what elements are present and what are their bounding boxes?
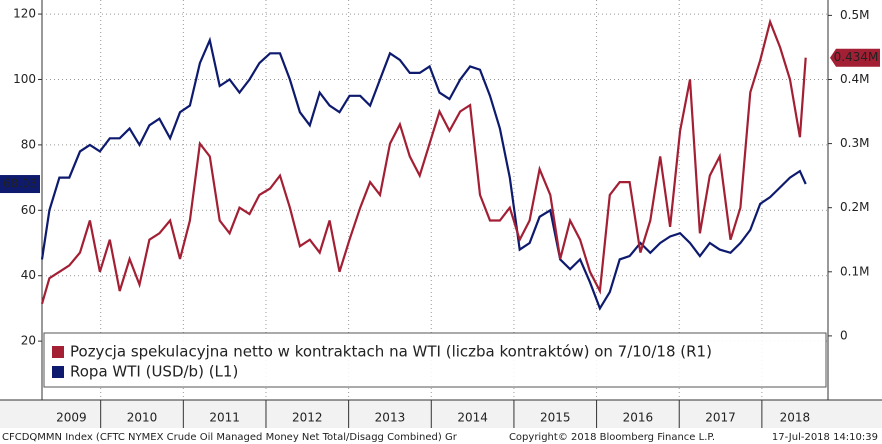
last-value-label: 0.434M [834,50,879,64]
x-tick-label: 2013 [375,411,406,425]
y-tick-label: 20 [21,334,36,348]
x-tick-label: 2012 [292,411,323,425]
series-line [40,36,807,311]
x-tick-label: 2018 [780,411,811,425]
footer-right: 17-Jul-2018 14:10:39 [772,432,878,443]
x-tick-label: 2011 [209,411,240,425]
x-tick-label: 2016 [623,411,654,425]
y-tick-label: 60 [21,203,36,217]
y-tick-label: 100 [13,72,36,86]
last-value-box [0,175,40,194]
y-tick-label: 80 [21,137,36,151]
x-tick-label: 2010 [127,411,158,425]
x-tick-label: 2017 [705,411,736,425]
y2-tick-label: 0 [840,328,848,342]
legend-swatch [52,346,64,358]
y2-tick-label: 0.4M [840,72,869,86]
legend-label: Pozycja spekulacyjna netto w kontraktach… [70,343,712,361]
legend-swatch [52,366,64,378]
legend-box [43,332,827,388]
footer-left: CFCDQMMN Index (CFTC NYMEX Crude Oil Man… [2,432,458,443]
y2-tick-label: 0.1M [840,264,869,278]
y2-tick-label: 0.2M [840,200,869,214]
last-value-box [830,48,880,67]
year-strip [0,400,882,428]
y2-tick-label: 0.3M [840,136,869,150]
y-tick-label: 120 [13,7,36,21]
x-tick-label: 2014 [457,411,488,425]
footer-center: Copyright© 2018 Bloomberg Finance L.P. [509,432,715,443]
y-tick-label: 40 [21,268,36,282]
x-tick-label: 2009 [56,411,87,425]
last-value-label: 68.03 [3,177,37,191]
y2-tick-label: 0.5M [840,8,869,22]
series-line [40,18,807,305]
legend-label: Ropa WTI (USD/b) (L1) [70,363,238,381]
x-tick-label: 2015 [540,411,571,425]
